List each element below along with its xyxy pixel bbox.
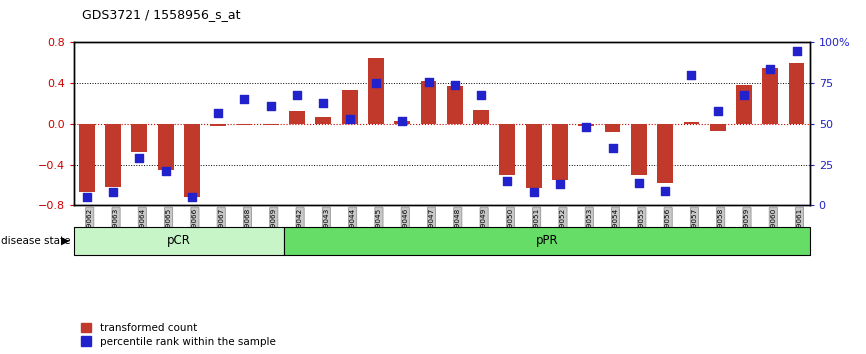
Point	[343, 116, 357, 122]
Text: GSM559052: GSM559052	[560, 208, 566, 252]
Bar	[158, 124, 173, 170]
Legend: transformed count, percentile rank within the sample: transformed count, percentile rank withi…	[79, 321, 278, 349]
Bar	[315, 117, 331, 124]
Point	[290, 92, 304, 97]
Text: GSM559069: GSM559069	[271, 208, 277, 252]
Point	[475, 92, 488, 97]
Point	[316, 100, 330, 105]
Text: GSM559046: GSM559046	[402, 208, 408, 252]
Bar	[132, 124, 147, 152]
Text: GSM559053: GSM559053	[586, 208, 592, 252]
Point	[501, 178, 514, 184]
Point	[107, 189, 120, 195]
FancyBboxPatch shape	[74, 227, 284, 255]
Text: pPR: pPR	[535, 234, 558, 247]
Text: GSM559068: GSM559068	[244, 208, 250, 252]
Bar	[526, 124, 541, 188]
Bar	[394, 121, 410, 124]
Point	[527, 189, 540, 195]
Bar	[710, 124, 726, 131]
Point	[658, 188, 672, 194]
Bar	[105, 124, 121, 187]
Point	[737, 92, 751, 97]
Point	[579, 124, 593, 130]
Text: GSM559051: GSM559051	[533, 208, 540, 252]
Text: GSM559048: GSM559048	[455, 208, 461, 252]
Text: GSM559047: GSM559047	[429, 208, 435, 252]
Bar	[263, 124, 279, 125]
Text: GSM559055: GSM559055	[639, 208, 645, 252]
Point	[553, 181, 567, 187]
Text: GSM559050: GSM559050	[507, 208, 514, 252]
Text: GSM559057: GSM559057	[691, 208, 697, 252]
Text: GSM559065: GSM559065	[165, 208, 171, 252]
Point	[711, 108, 725, 114]
Bar	[789, 63, 805, 124]
Point	[237, 97, 251, 102]
Text: GSM559045: GSM559045	[376, 208, 382, 252]
Text: GSM559058: GSM559058	[718, 208, 724, 252]
Point	[211, 110, 225, 115]
Point	[395, 118, 409, 124]
Bar	[631, 124, 647, 175]
Bar	[342, 90, 358, 124]
Bar	[368, 58, 384, 124]
Text: ▶: ▶	[61, 236, 69, 246]
Text: GSM559064: GSM559064	[139, 208, 145, 252]
Text: GSM559061: GSM559061	[797, 208, 803, 252]
Bar	[762, 68, 779, 124]
Bar	[736, 85, 752, 124]
Text: pCR: pCR	[167, 234, 191, 247]
Point	[264, 103, 278, 109]
Bar	[604, 124, 620, 132]
Point	[158, 168, 172, 174]
Bar	[657, 124, 673, 183]
Bar	[236, 124, 252, 125]
Text: GSM559063: GSM559063	[113, 208, 119, 252]
Text: GSM559067: GSM559067	[218, 208, 224, 252]
Point	[422, 79, 436, 84]
Point	[790, 48, 804, 53]
Bar	[473, 110, 489, 124]
Text: GSM559060: GSM559060	[770, 208, 776, 252]
Bar	[447, 86, 462, 124]
Text: GSM559049: GSM559049	[481, 208, 487, 252]
Bar	[500, 124, 515, 175]
Text: GSM559042: GSM559042	[297, 208, 303, 252]
Text: GSM559059: GSM559059	[744, 208, 750, 252]
FancyBboxPatch shape	[284, 227, 810, 255]
Point	[605, 145, 619, 151]
Bar	[421, 81, 436, 124]
Point	[132, 155, 146, 161]
Text: GSM559043: GSM559043	[323, 208, 329, 252]
Bar	[184, 124, 200, 197]
Bar	[683, 122, 699, 124]
Point	[684, 72, 698, 78]
Point	[80, 194, 94, 200]
Point	[185, 194, 199, 200]
Point	[369, 80, 383, 86]
Text: GSM559054: GSM559054	[612, 208, 618, 252]
Point	[763, 66, 777, 72]
Text: GSM559056: GSM559056	[665, 208, 671, 252]
Point	[448, 82, 462, 88]
Bar	[289, 111, 305, 124]
Bar	[210, 124, 226, 126]
Bar	[578, 124, 594, 126]
Text: GSM559062: GSM559062	[87, 208, 93, 252]
Text: GDS3721 / 1558956_s_at: GDS3721 / 1558956_s_at	[82, 8, 241, 21]
Text: GSM559066: GSM559066	[192, 208, 198, 252]
Text: disease state: disease state	[1, 236, 70, 246]
Text: GSM559044: GSM559044	[350, 208, 356, 252]
Bar	[553, 124, 568, 180]
Point	[632, 180, 646, 185]
Bar	[79, 124, 94, 192]
